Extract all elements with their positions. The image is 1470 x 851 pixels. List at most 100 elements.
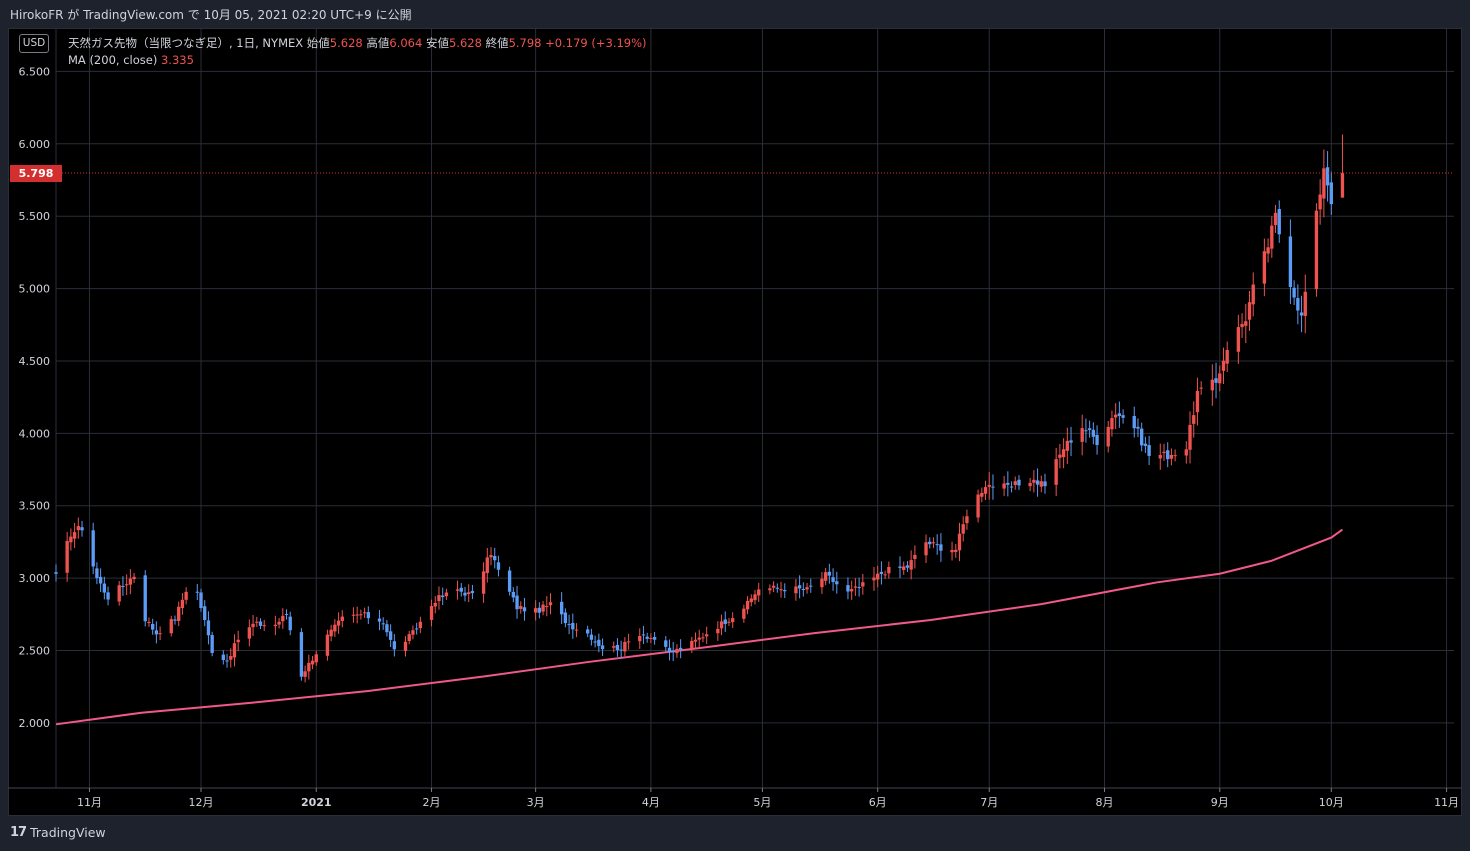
- y-tick-label: 5.500: [19, 210, 51, 223]
- candle-body: [236, 639, 240, 643]
- candle-body: [519, 606, 523, 609]
- candle-body: [976, 494, 980, 518]
- candle-body: [1288, 236, 1293, 287]
- candle-body: [641, 634, 646, 636]
- candle-body: [723, 619, 727, 624]
- candle-body: [310, 660, 315, 665]
- y-tick-label: 4.500: [19, 355, 51, 368]
- legend-low-value: 5.628: [448, 36, 482, 50]
- candle-body: [1314, 210, 1319, 290]
- candle-body: [288, 616, 292, 631]
- candle-body: [351, 614, 356, 616]
- candle-body: [849, 589, 854, 592]
- legend-close-label: 終値: [485, 36, 509, 50]
- candle-body: [924, 542, 928, 556]
- candle-body: [459, 587, 463, 592]
- y-tick-label: 5.000: [19, 283, 51, 296]
- candle-body: [281, 615, 285, 622]
- candle-body: [1251, 284, 1255, 305]
- y-tick-label: 6.000: [19, 138, 51, 151]
- candle-body: [255, 621, 259, 623]
- grid: [55, 28, 1454, 788]
- candle-body: [716, 628, 720, 634]
- candle-body: [671, 650, 675, 653]
- candle-body: [619, 649, 623, 651]
- candle-body: [414, 628, 419, 630]
- candle-body: [823, 572, 828, 581]
- candle-body: [1292, 287, 1296, 298]
- y-tick-label: 4.000: [19, 427, 51, 440]
- legend-ohlc-row: 天然ガス先物（当限つなぎ足）, 1日, NYMEX 始値5.628 高値6.06…: [68, 35, 647, 52]
- candle-body: [225, 660, 229, 662]
- candle-body: [102, 583, 107, 593]
- candle-body: [1080, 428, 1084, 442]
- candle-body: [91, 530, 95, 567]
- candle-body: [857, 587, 861, 589]
- legend-open-label: 始値: [306, 36, 330, 50]
- candle-body: [1013, 481, 1017, 485]
- candle-body: [1199, 387, 1203, 389]
- legend-ma-row[interactable]: MA (200, close) 3.335: [68, 52, 647, 69]
- candle-body: [541, 604, 545, 612]
- candle-body: [887, 567, 891, 574]
- candle-body: [586, 629, 590, 634]
- candle-body: [485, 557, 489, 574]
- candle-body: [1084, 430, 1088, 432]
- candle-body: [1061, 449, 1066, 458]
- candle-body: [273, 624, 278, 627]
- brand-name: TradingView: [30, 825, 106, 840]
- candle-body: [902, 566, 906, 570]
- candle-body: [1247, 302, 1252, 320]
- currency-badge[interactable]: USD: [19, 34, 49, 53]
- candle-body: [481, 571, 486, 594]
- candle-body: [950, 549, 954, 553]
- candle-body: [1329, 182, 1333, 205]
- candle-body: [1158, 455, 1162, 459]
- candle-body: [203, 606, 207, 621]
- candle-body: [675, 648, 679, 654]
- legend-low-label: 安値: [425, 36, 449, 50]
- candle-body: [983, 487, 988, 494]
- candle-body: [251, 623, 255, 628]
- legend-symbol[interactable]: 天然ガス先物（当限つなぎ足）, 1日, NYMEX: [68, 36, 304, 50]
- candle-body: [749, 598, 753, 603]
- candle-body: [470, 590, 475, 594]
- x-tick-label: 2021: [301, 796, 332, 809]
- candlestick-chart[interactable]: 6.500 6.000 5.500 5.000 4.500 4.000 3.500 3.000…: [8, 28, 1462, 816]
- candle-body: [876, 573, 880, 580]
- x-tick-label: 8月: [1096, 796, 1114, 809]
- candle-body: [545, 606, 549, 608]
- candle-body: [1273, 212, 1278, 226]
- candle-body: [771, 585, 776, 588]
- candle-body: [1340, 173, 1345, 198]
- candle-body: [783, 590, 787, 592]
- candle-body: [623, 641, 627, 652]
- candle-body: [537, 607, 542, 613]
- candle-body: [173, 619, 177, 621]
- candle-body: [1221, 360, 1226, 371]
- candle-body: [1032, 479, 1036, 483]
- candle-body: [307, 662, 311, 672]
- candle-body: [247, 627, 252, 639]
- tradingview-logo[interactable]: 17 TradingView: [10, 825, 106, 840]
- ma-200-layer: [55, 528, 1344, 726]
- legend-high-label: 高値: [366, 36, 390, 50]
- candle-body: [1113, 414, 1118, 418]
- candle-body: [727, 621, 731, 623]
- candle-body: [277, 621, 281, 625]
- candle-body: [69, 536, 73, 543]
- candle-body: [1095, 434, 1099, 446]
- candle-body: [809, 585, 813, 587]
- candle-body: [905, 565, 910, 568]
- candle-body: [467, 592, 471, 595]
- candle-body: [612, 646, 616, 648]
- candle-body: [757, 589, 761, 596]
- candle-body: [742, 608, 746, 619]
- candle-body: [615, 644, 620, 651]
- candle-body: [143, 575, 147, 622]
- candle-body: [1143, 443, 1148, 446]
- candle-body: [1162, 451, 1166, 453]
- candle-body: [132, 576, 136, 580]
- candle-body: [1195, 390, 1200, 413]
- candle-body: [496, 562, 501, 570]
